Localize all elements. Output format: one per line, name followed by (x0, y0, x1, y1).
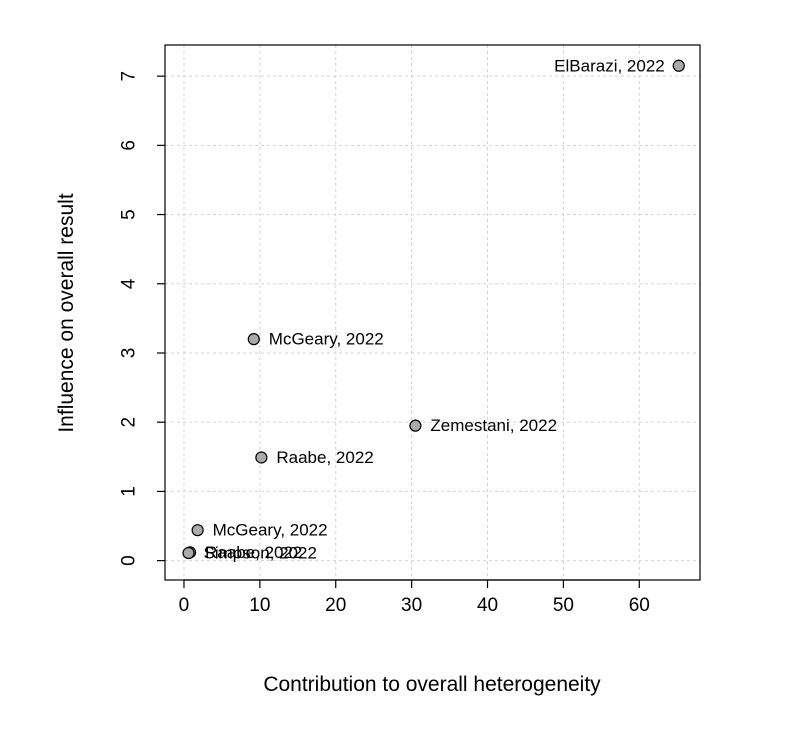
data-point (247, 333, 260, 346)
y-tick-label: 5 (119, 209, 140, 220)
y-tick-label: 6 (119, 140, 140, 151)
labels-layer: ElBarazi, 2022 McGeary, 2022 Zemestani, 20… (204, 56, 665, 562)
plot-frame (164, 44, 701, 581)
points-layer (182, 59, 685, 560)
y-axis: 0 1 2 3 4 5 6 7 (119, 71, 165, 566)
x-tick-label: 60 (629, 595, 650, 616)
point-label: Zemestani, 2022 (430, 416, 557, 435)
y-tick-label: 0 (119, 555, 140, 566)
data-point (672, 59, 685, 72)
x-tick-label: 20 (325, 595, 346, 616)
y-tick-label: 3 (119, 348, 140, 359)
data-point (255, 451, 268, 464)
x-tick-label: 50 (553, 595, 574, 616)
y-axis-title: Influence on overall result (55, 193, 78, 432)
y-tick-label: 2 (119, 417, 140, 428)
grid-layer (165, 45, 700, 580)
x-tick-label: 40 (477, 595, 498, 616)
x-axis-title: Contribution to overall heterogeneity (263, 673, 601, 696)
x-tick-label: 10 (249, 595, 270, 616)
point-label: Simpson, 2022 (204, 544, 317, 563)
point-label: McGeary, 2022 (269, 330, 384, 349)
x-tick-label: 30 (401, 595, 422, 616)
y-tick-label: 1 (119, 486, 140, 497)
data-point (182, 546, 195, 560)
data-point (409, 419, 422, 432)
point-label: Raabe, 2022 (205, 543, 302, 562)
x-tick-label: 0 (179, 595, 190, 616)
data-point (191, 524, 204, 537)
y-tick-label: 7 (119, 71, 140, 82)
point-label: McGeary, 2022 (213, 521, 328, 540)
point-label: Raabe, 2022 (276, 448, 373, 467)
x-axis: 0 10 20 30 40 50 60 (179, 579, 650, 616)
point-label: ElBarazi, 2022 (554, 56, 665, 75)
y-tick-label: 4 (119, 278, 140, 289)
